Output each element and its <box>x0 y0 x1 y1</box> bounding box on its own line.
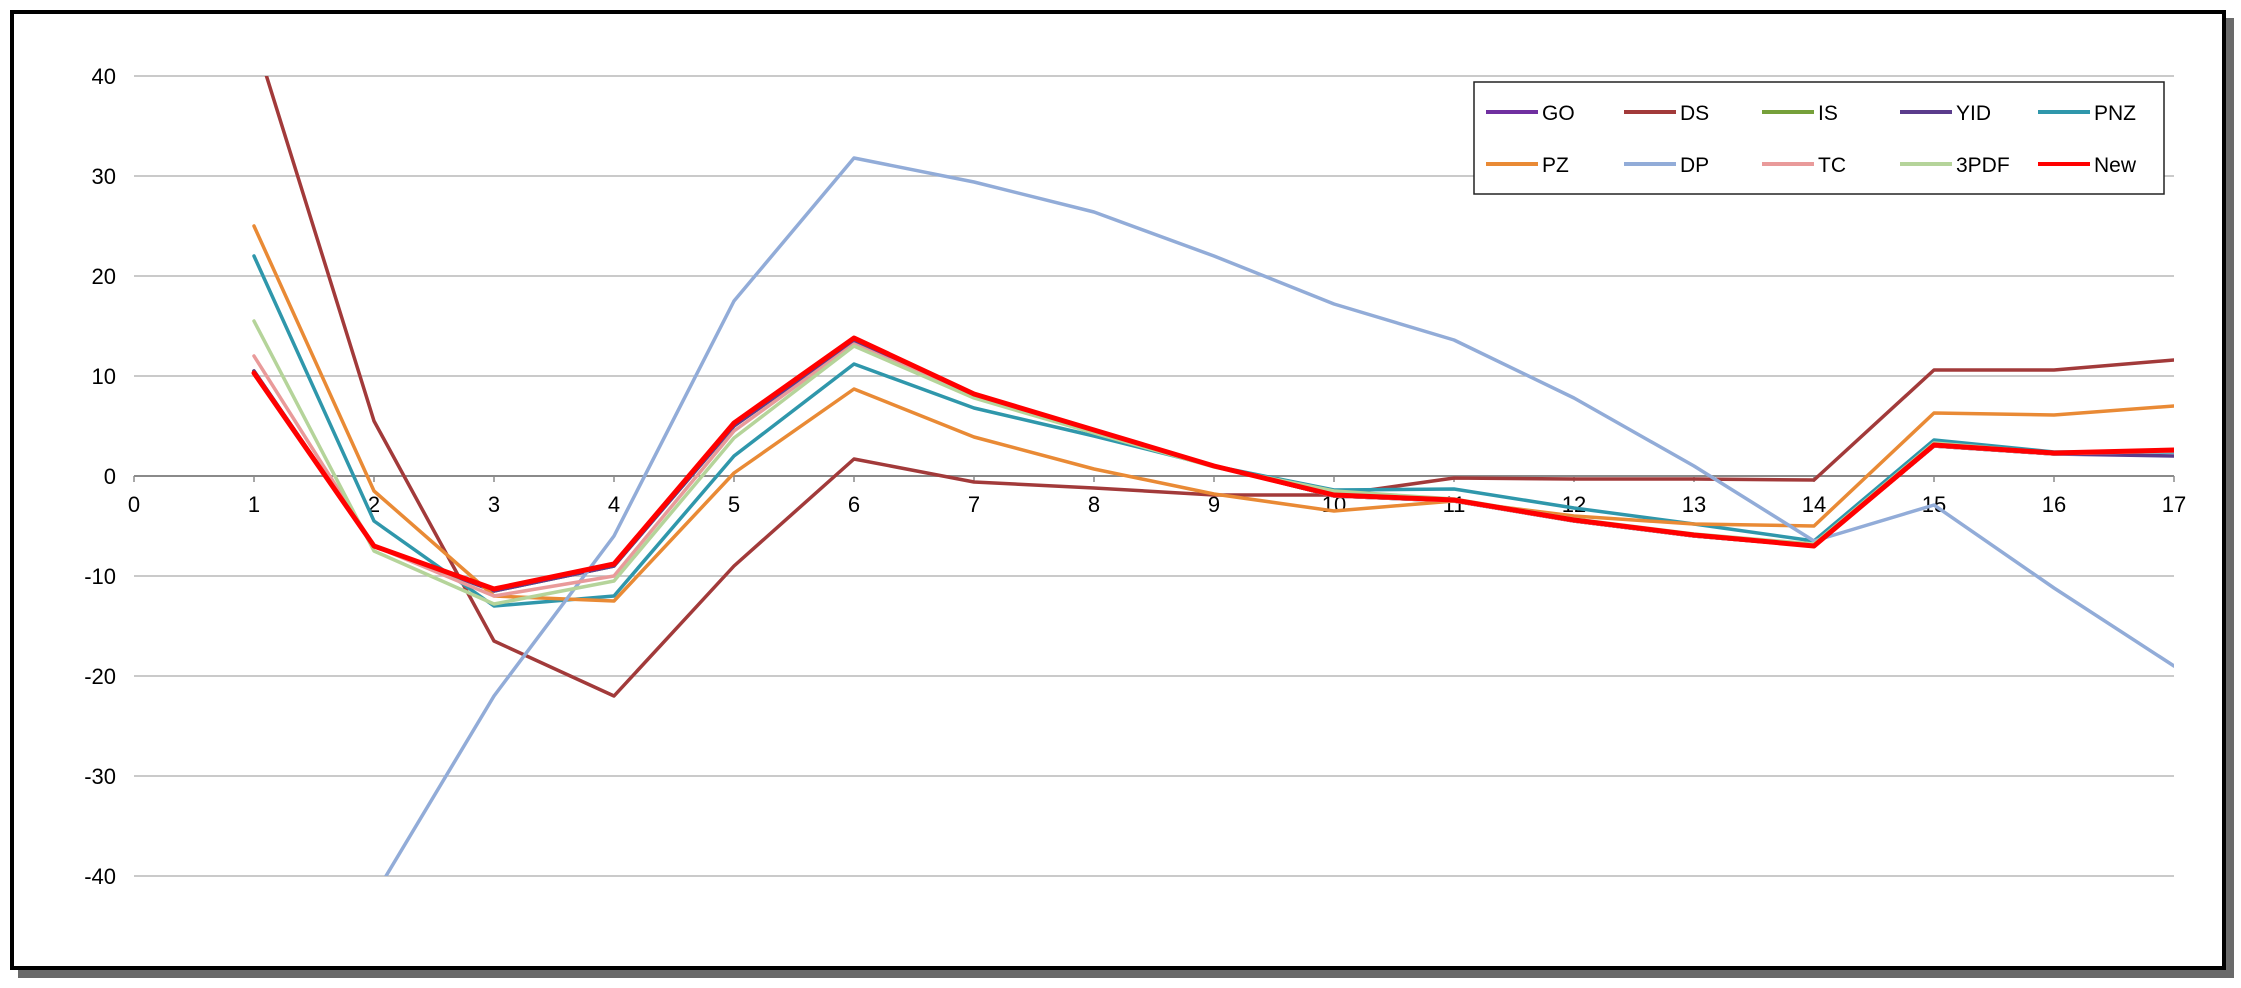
series-line-3pdf <box>252 319 2174 606</box>
legend-label: DP <box>1680 154 1709 177</box>
legend: GO DS IS YID PNZ PZ DP TC 3PDF New <box>1473 81 2165 195</box>
series-line-dp <box>384 156 2174 876</box>
gridlines <box>134 75 2174 877</box>
x-tick-label: 12 <box>1562 492 1586 517</box>
y-tick-label: 30 <box>92 164 116 189</box>
x-tick-label: 4 <box>608 492 620 517</box>
series-line-pnz <box>252 254 2174 608</box>
series-line-tc <box>252 342 2174 598</box>
x-tick-label: 13 <box>1682 492 1706 517</box>
y-tick-label: -40 <box>84 864 116 889</box>
legend-label: YID <box>1956 102 1991 125</box>
y-tick-label: 0 <box>104 464 116 489</box>
x-tick-label: 3 <box>488 492 500 517</box>
legend-label: TC <box>1818 154 1846 177</box>
x-tick-label: 17 <box>2162 492 2186 517</box>
series-line-pz <box>252 224 2174 603</box>
legend-label: New <box>2094 154 2137 177</box>
legend-label: PNZ <box>2094 102 2136 125</box>
x-tick-label: 1 <box>248 492 260 517</box>
x-tick-label: 7 <box>968 492 980 517</box>
x-tick-label: 9 <box>1208 492 1220 517</box>
series-line-new <box>251 335 2174 592</box>
x-tick-label: 6 <box>848 492 860 517</box>
x-tick-label: 11 <box>1443 492 1466 517</box>
y-tick-label: -10 <box>84 564 116 589</box>
x-tick-label: 8 <box>1088 492 1100 517</box>
series-lines <box>251 76 2174 876</box>
chart-frame: 0 1 2 3 4 5 6 7 8 9 10 11 12 13 14 15 16 17 40 30 20 10 0 -10-… <box>10 10 2226 970</box>
y-tick-label: 10 <box>92 364 116 389</box>
legend-label: 3PDF <box>1956 154 2010 177</box>
y-tick-label: -20 <box>84 664 116 689</box>
y-tick-label: 40 <box>92 64 116 89</box>
line-chart: 0 1 2 3 4 5 6 7 8 9 10 11 12 13 14 15 16 17 403020100-10-… <box>84 64 2186 889</box>
legend-label: IS <box>1818 102 1838 125</box>
y-axis-ticks: 40 30 20 10 0 -10 -20 -30 -40 <box>84 64 116 889</box>
legend-label: GO <box>1542 102 1575 125</box>
legend-label: PZ <box>1542 154 1569 177</box>
x-tick-label: 5 <box>728 492 740 517</box>
x-tick-label: 0 <box>128 492 140 517</box>
x-tick-label: 16 <box>2042 492 2066 517</box>
y-tick-label: -30 <box>84 764 116 789</box>
x-tick-label: 14 <box>1802 492 1826 517</box>
legend-box <box>1473 81 2165 195</box>
legend-label: DS <box>1680 102 1709 125</box>
y-tick-label: 20 <box>92 264 116 289</box>
